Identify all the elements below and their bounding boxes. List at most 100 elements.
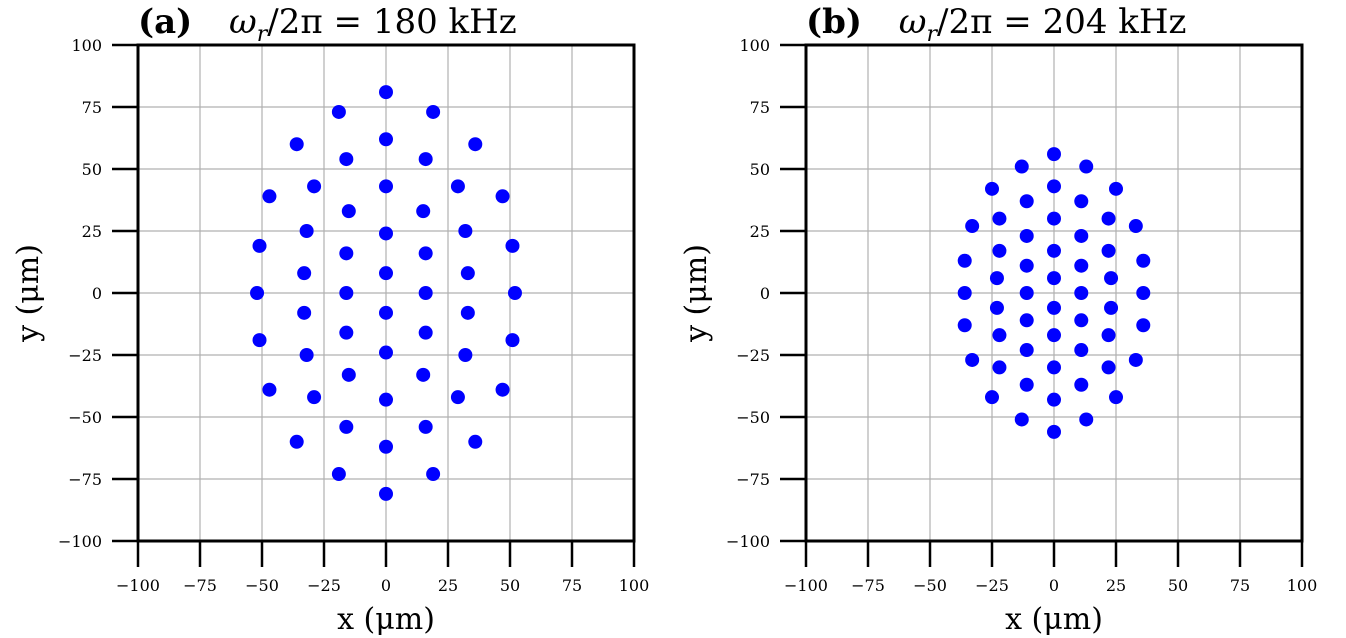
panel-b-data-point [1019,343,1034,358]
panel-b-data-point [1014,412,1029,427]
panel-a-data-point [262,382,277,397]
panel-b-data-point [1019,286,1034,300]
panel-b-data-point [957,318,972,333]
panel-a-data-point [339,246,354,261]
panel-a-grid [137,44,635,542]
panel-a-data-point [495,382,510,397]
panel-b-data-point [1128,352,1143,367]
panel-b-data-point [989,271,1004,286]
panel-b-data-point [1047,243,1061,258]
panel-a-data-point [331,467,346,482]
panel-a-data-point [418,419,433,434]
panel-b-x-axis-label: x (μm) [1005,602,1103,637]
panel-b-x-tick-label: −100 [784,576,828,595]
panel-b-data-point [1074,228,1089,243]
panel-a: −100 −75 −50 −25 0 25 50 75 100 −100 −75 −50 −25 0 25… [11,2,649,637]
panel-b-x-tick-label: −75 [851,576,885,595]
panel-b-title-sub: r [927,22,939,47]
panel-b-y-tick-label: 100 [739,36,770,55]
panel-b-y-tick-label: −75 [736,470,770,489]
panel-b-y-tick-label: 25 [750,222,770,241]
panel-b-data-point [989,300,1004,315]
panel-a-data-point [379,266,393,281]
panel-b-data-point [1047,179,1061,194]
panel-b-y-tick-label: −100 [726,532,770,551]
panel-a-y-axis-label: y (μm) [11,244,46,343]
panel-b-data-point [1101,360,1116,375]
panel-a-data-point [418,325,433,340]
panel-b-data-point [1074,343,1089,358]
panel-b-data-point [1019,228,1034,243]
panel-a-data-point [495,189,510,204]
panel-b-data-point [1136,318,1151,333]
panel-a-data-point [507,286,522,300]
panel-b-data-point [1074,377,1089,392]
panel-a-data-point [331,104,346,119]
panel-a-x-tick-label: −50 [245,576,279,595]
panel-b-data-point [1136,286,1151,300]
panel-b-data-point [992,243,1007,258]
panel-a-points [250,85,522,501]
panel-b-y-axis-label: y (μm) [679,244,714,343]
panel-a-x-tick-label: 25 [438,576,458,595]
panel-b-title: (b) ωr/2π = 204 kHz [806,2,1186,47]
panel-a-y-tick-label: −50 [68,408,102,427]
panel-b-data-point [1074,258,1089,273]
panel-a-data-point [289,434,304,449]
panel-a-title: (a) ωr/2π = 180 kHz [138,2,517,47]
panel-b-data-point [1047,360,1061,375]
panel-a-data-point [460,266,475,281]
panel-b-data-point [1074,194,1089,209]
panel-a-data-point [379,226,393,241]
panel-a-data-point [252,333,267,348]
panel-a-letter: (a) [138,2,192,42]
panel-a-x-tick-label: −25 [307,576,341,595]
panel-b-data-point [1047,424,1061,439]
panel-a-data-point [262,189,277,204]
panel-b-data-point [1019,194,1034,209]
panel-a-data-point [426,467,441,482]
panel-a-x-tick-label: 0 [381,576,391,595]
panel-a-title-rest: /2π = 180 kHz [267,2,516,42]
panel-a-data-point [379,439,393,454]
panel-b-title-omega: ω [899,2,927,42]
panel-a-data-point [416,367,431,382]
panel-a-data-point [418,152,433,167]
panel-b-data-point [1079,159,1094,174]
panel-a-y-tick-label: 75 [82,98,102,117]
panel-a-x-tick-labels: −100 −75 −50 −25 0 25 50 75 100 [116,576,649,595]
panel-b-x-tick-label: 50 [1168,576,1188,595]
panel-a-x-tick-label: 50 [500,576,520,595]
panel-b-data-point [1019,313,1034,328]
panel-b: −100 −75 −50 −25 0 25 50 75 100 −100 −75 −50 −25 0 25… [679,2,1317,637]
panel-b-data-point [957,286,972,300]
panel-b-y-tick-label: 0 [760,284,770,303]
panel-a-y-tick-label: 100 [71,36,102,55]
panel-b-data-point [1047,147,1061,162]
panel-b-data-point [1104,300,1119,315]
panel-b-points [957,147,1151,439]
panel-a-x-tick-label: 100 [619,576,650,595]
panel-b-data-point [1104,271,1119,286]
panel-b-data-point [985,181,999,196]
panel-a-data-point [505,238,520,253]
panel-a-y-tick-labels: −100 −75 −50 −25 0 25 50 75 100 [58,36,102,551]
panel-a-data-point [299,224,314,238]
panel-a-data-point [297,305,312,320]
panel-a-y-tick-label: −25 [68,346,102,365]
panel-a-data-point [289,137,304,152]
panel-b-x-tick-label: 0 [1049,576,1059,595]
panel-a-data-point [297,266,312,281]
panel-a-title-omega: ω [229,2,257,42]
panel-a-data-point [379,305,393,320]
panel-b-data-point [1074,313,1089,328]
panel-b-x-tick-label: −25 [975,576,1009,595]
panel-a-x-tick-label: 75 [562,576,582,595]
panel-b-data-point [992,328,1007,343]
panel-b-data-point [992,360,1007,375]
panel-a-data-point [339,419,354,434]
panel-a-data-point [250,286,265,300]
panel-b-ticks [780,43,1304,567]
panel-b-data-point [1019,377,1034,392]
panel-a-title-sub: r [257,22,269,47]
